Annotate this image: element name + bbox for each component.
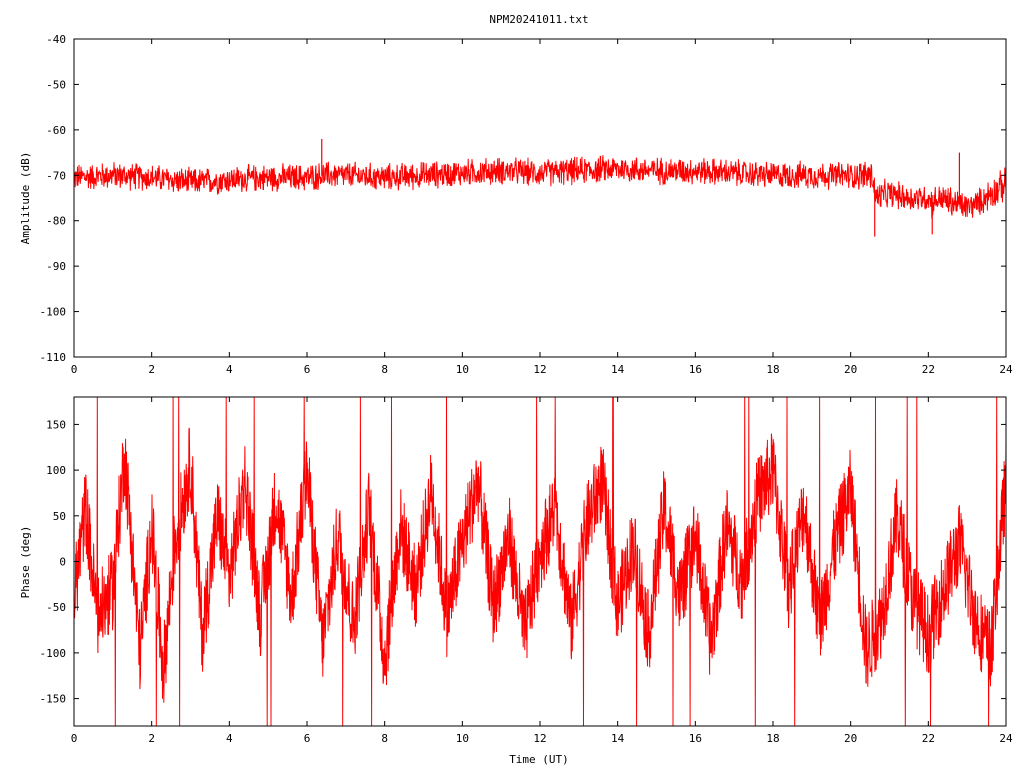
- amplitude-x-tick-label: 18: [766, 363, 779, 376]
- amplitude-x-tick-label: 14: [611, 363, 625, 376]
- phase-y-tick-label: -100: [40, 647, 67, 660]
- phase-plot: 0 2 4 6 8 10 12 14 16 18 20 22 24-150-100-5005010015…: [19, 396, 1013, 766]
- amplitude-y-tick-label: -110: [40, 351, 67, 364]
- phase-x-tick-label: 22: [922, 732, 935, 745]
- amplitude-plot-frame: [73, 38, 1007, 358]
- phase-x-tick-label: 10: [456, 732, 469, 745]
- phase-x-tick-label: 18: [766, 732, 779, 745]
- phase-plot-frame: [73, 396, 1007, 727]
- amplitude-x-tick-label: 24: [999, 363, 1013, 376]
- amplitude-x-tick-label: 22: [922, 363, 935, 376]
- phase-y-tick-label: 50: [53, 510, 66, 523]
- phase-x-tick-label: 14: [611, 732, 625, 745]
- amplitude-y-axis-label: Amplitude (dB): [19, 152, 32, 245]
- amplitude-x-tick-label: 4: [226, 363, 233, 376]
- amplitude-x-tick-label: 12: [533, 363, 546, 376]
- amplitude-y-tick-label: -100: [40, 306, 67, 319]
- amplitude-y-tick-label: -40: [46, 33, 66, 46]
- amplitude-line: [74, 155, 1006, 219]
- phase-x-axis-label: Time (UT): [509, 753, 569, 766]
- amplitude-plot: 0 2 4 6 8 10 12 14 16 18 20 22 24-110-100-90-80-70-6…: [19, 33, 1013, 376]
- amplitude-x-tick-label: 0: [71, 363, 78, 376]
- amplitude-y-tick-label: -90: [46, 260, 66, 273]
- figure-title: NPM20241011.txt: [489, 13, 588, 26]
- phase-x-tick-label: 16: [689, 732, 702, 745]
- amplitude-x-tick-label: 2: [148, 363, 155, 376]
- amplitude-axes: 0 2 4 6 8 10 12 14 16 18 20 22 24-110-100-90-80-70-6…: [40, 33, 1013, 376]
- amplitude-series: [74, 138, 1006, 237]
- phase-x-tick-label: 20: [844, 732, 857, 745]
- amplitude-x-tick-label: 10: [456, 363, 469, 376]
- phase-y-tick-label: 150: [46, 418, 66, 431]
- amplitude-x-tick-label: 6: [304, 363, 311, 376]
- amplitude-y-tick-label: -60: [46, 124, 66, 137]
- phase-x-tick-label: 6: [304, 732, 311, 745]
- phase-y-axis-label: Phase (deg): [19, 526, 32, 599]
- phase-y-tick-label: 100: [46, 464, 66, 477]
- amplitude-y-tick-label: -50: [46, 78, 66, 91]
- phase-y-tick-label: -150: [40, 693, 67, 706]
- phase-x-tick-label: 8: [381, 732, 388, 745]
- phase-series: [74, 397, 1006, 726]
- amplitude-y-tick-label: -80: [46, 215, 66, 228]
- phase-axes: 0 2 4 6 8 10 12 14 16 18 20 22 24-150-100-5005010015…: [40, 397, 1013, 745]
- phase-line: [74, 397, 1006, 726]
- phase-y-tick-label: -50: [46, 601, 66, 614]
- amplitude-x-tick-label: 8: [381, 363, 388, 376]
- amplitude-x-tick-label: 16: [689, 363, 702, 376]
- phase-x-tick-label: 24: [999, 732, 1013, 745]
- amplitude-x-tick-label: 20: [844, 363, 857, 376]
- phase-y-tick-label: 0: [59, 556, 66, 569]
- phase-x-tick-label: 12: [533, 732, 546, 745]
- phase-x-tick-label: 0: [71, 732, 78, 745]
- phase-x-tick-label: 4: [226, 732, 233, 745]
- amplitude-y-tick-label: -70: [46, 169, 66, 182]
- phase-x-tick-label: 2: [148, 732, 155, 745]
